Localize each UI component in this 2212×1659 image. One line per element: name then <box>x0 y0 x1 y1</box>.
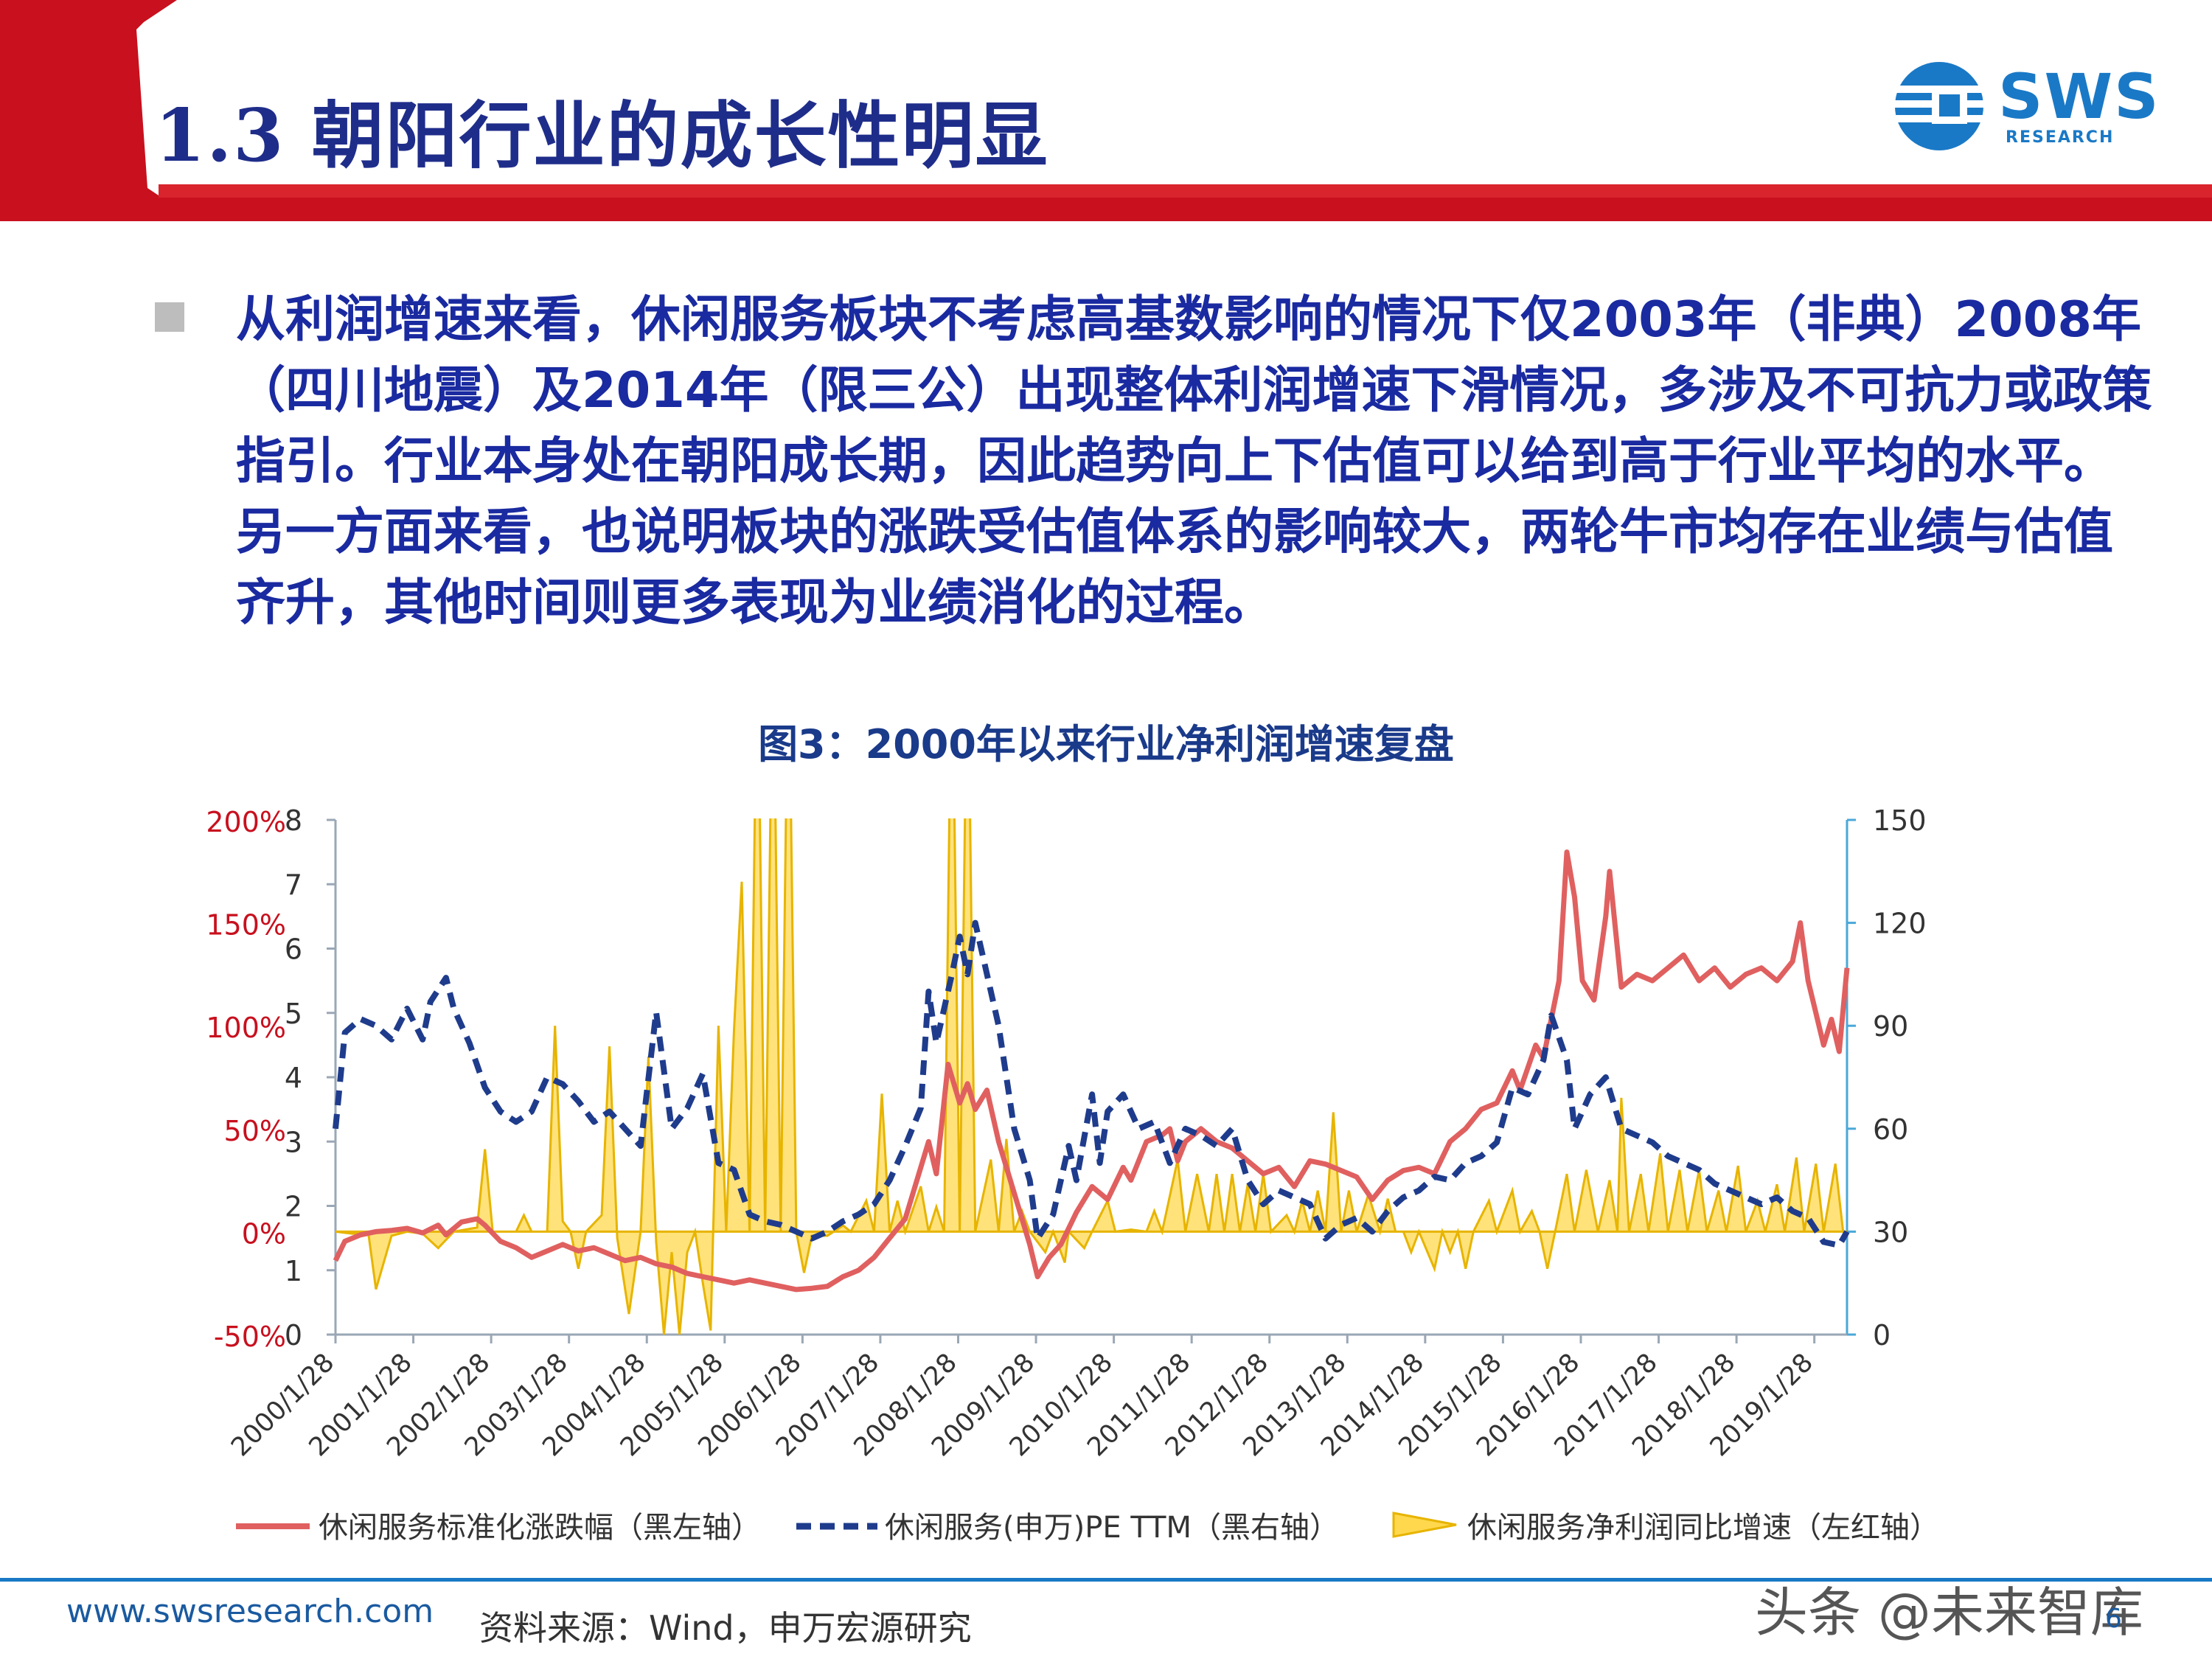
footer-source: 资料来源：Wind，申万宏源研究 <box>479 1608 972 1648</box>
page-number: 6 <box>2105 1604 2122 1634</box>
left-black-tick-label: 6 <box>285 933 302 966</box>
footer-line <box>0 1578 2212 1582</box>
legend-label-pe: 休闲服务(申万)PE TTM（黑右轴） <box>885 1511 1339 1545</box>
left-red-tick-label: 100% <box>206 1012 286 1044</box>
left-red-tick-label: -50% <box>214 1321 286 1353</box>
series-net-profit-growth <box>335 818 1847 1335</box>
left-black-tick-label: 1 <box>285 1255 302 1287</box>
watermark: 头条 @未来智库 <box>1755 1582 2143 1644</box>
right-tick-label: 150 <box>1873 804 1927 837</box>
left-red-tick-label: 50% <box>224 1115 286 1147</box>
left-red-tick-label: 200% <box>206 806 286 838</box>
page-title: 1.3 朝阳行业的成长性明显 <box>155 94 1049 178</box>
logo-globe-icon <box>1895 62 1983 150</box>
left-red-tick-label: 150% <box>206 909 286 942</box>
header-decoration <box>0 0 2212 221</box>
left-black-tick-label: 7 <box>285 869 302 901</box>
left-black-tick-label: 8 <box>285 804 302 837</box>
header-red-band <box>0 0 2212 221</box>
right-tick-label: 90 <box>1873 1010 1908 1043</box>
legend-label-growth: 休闲服务净利润同比增速（左红轴） <box>1467 1511 1939 1545</box>
left-black-tick-label: 0 <box>285 1319 302 1352</box>
right-tick-label: 30 <box>1873 1216 1908 1248</box>
body-paragraph: 从利润增速来看，休闲服务板块不考虑高基数影响的情况下仅2003年（非典）2008… <box>236 291 2152 631</box>
left-black-tick-label: 2 <box>285 1191 302 1223</box>
legend-swatch-growth <box>1392 1512 1457 1538</box>
legend-label-return: 休闲服务标准化涨跌幅（黑左轴） <box>319 1511 761 1545</box>
left-red-tick-label: 0% <box>242 1217 286 1250</box>
series-normalized-return <box>333 849 1850 1293</box>
right-tick-label: 0 <box>1873 1319 1891 1352</box>
chart-title: 图3：2000年以来行业净利润增速复盘 <box>758 721 1454 768</box>
logo-text: SWS <box>1998 60 2160 133</box>
left-black-tick-label: 3 <box>285 1126 302 1158</box>
series-pe-ttm <box>333 919 1850 1248</box>
right-tick-label: 60 <box>1873 1113 1908 1146</box>
sws-logo: SWS RESEARCH <box>1888 58 2168 153</box>
right-tick-label: 120 <box>1873 908 1927 940</box>
footer-url[interactable]: www.swsresearch.com <box>66 1593 434 1630</box>
bullet-square <box>155 302 184 332</box>
logo-subtext: RESEARCH <box>2006 128 2115 147</box>
left-black-tick-label: 4 <box>285 1062 302 1094</box>
header-red-stripe <box>159 184 2212 198</box>
left-black-tick-label: 5 <box>285 998 302 1030</box>
